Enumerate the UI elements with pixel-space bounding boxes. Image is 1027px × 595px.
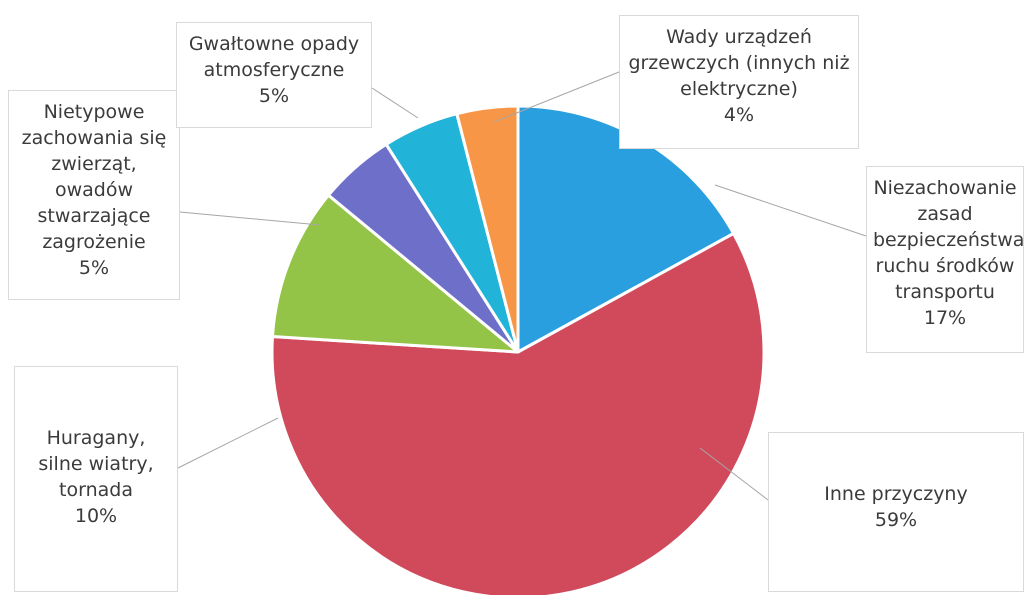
slice-value-label: 4% — [723, 104, 755, 126]
slice-label-line: Nietypowe — [43, 101, 145, 123]
slice-label-niezachowanie: Niezachowanie zasad bezpieczeństwa ruchu śr… — [866, 166, 1024, 353]
slice-label-inne-przyczyny: Inne przyczyny 59% — [768, 432, 1024, 592]
slice-label-line: Niezachowanie — [873, 177, 1017, 199]
slice-label-line: bezpieczeństwa — [873, 229, 1025, 251]
slice-label-line: owadów — [54, 179, 134, 201]
slice-label-line: ruchu środków — [875, 255, 1015, 277]
slice-label-gwaltowne-opady: Gwałtowne opady atmosferyczne 5% — [176, 22, 372, 128]
pie-slice-huragany — [270, 193, 520, 354]
leader-line-wady-urzadzen — [493, 71, 620, 123]
slice-label-line: zagrożenie — [42, 231, 146, 253]
leader-line-huragany — [177, 417, 279, 469]
slice-label-huragany: Huragany, silne wiatry, tornada 10% — [14, 366, 178, 592]
slice-label-line: atmosferyczne — [203, 59, 345, 81]
leader-line-inne-przyczyny — [699, 447, 769, 501]
slice-label-line: zachowania się — [21, 127, 167, 149]
slice-label-line: stwarzające — [37, 205, 151, 227]
slice-label-line: zasad — [917, 203, 973, 225]
slice-label-line: tornada — [59, 479, 133, 501]
slice-label-line: elektryczne) — [680, 78, 798, 100]
slice-label-line: Inne przyczyny — [824, 483, 968, 505]
slice-label-line: Huragany, — [46, 427, 146, 449]
slice-label-line: zwierząt, — [51, 153, 137, 175]
slice-label-wady-urzadzen: Wady urządzeń grzewczych (innych niż elekt… — [619, 15, 859, 149]
slice-label-line: grzewczych (innych niż — [628, 52, 850, 74]
slice-label-line: Wady urządzeń — [666, 26, 812, 48]
slice-label-line: silne wiatry, — [38, 453, 154, 475]
slice-value-label: 5% — [78, 257, 110, 279]
leader-line-gwaltowne-opady — [371, 87, 419, 119]
leader-line-niezachowanie — [714, 184, 867, 237]
pie-slice-inne-przyczyny — [270, 231, 766, 595]
slice-label-line: Gwałtowne opady — [188, 33, 360, 55]
slice-value-label: 17% — [923, 307, 967, 329]
slice-value-label: 59% — [874, 509, 918, 531]
slice-label-nietypowe: Nietypowe zachowania się zwierząt, owadów st… — [8, 90, 180, 300]
slice-label-line: transportu — [895, 281, 995, 303]
slice-value-label: 5% — [258, 85, 290, 107]
slice-value-label: 10% — [74, 505, 118, 527]
leader-line-nietypowe — [179, 211, 321, 226]
pie-slice-wady-urzadzen — [455, 104, 520, 354]
